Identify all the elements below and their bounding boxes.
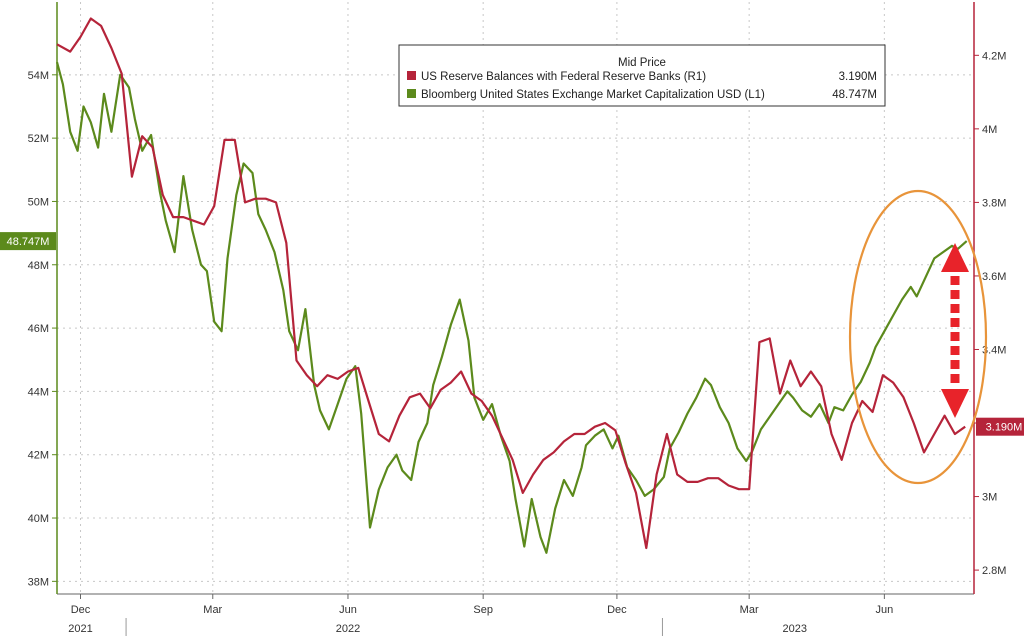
right-axis-tick-label: 4.2M — [982, 50, 1006, 62]
left-axis-tick-label: 52M — [28, 133, 49, 145]
legend-title: Mid Price — [618, 57, 666, 69]
legend-frame — [398, 44, 886, 107]
left-axis: 38M 40M 42M 44M 46M 48M 50M 52M 54M — [28, 2, 58, 594]
right-axis-tick-label: 2.8M — [982, 565, 1006, 577]
last-value-tags: 48.747M 3.190M — [0, 232, 1024, 436]
last-value-tag-market-cap-group: 48.747M — [0, 232, 56, 251]
left-axis-tick-label: 42M — [28, 450, 49, 462]
left-axis-tick-label: 44M — [28, 386, 49, 398]
highlight-ellipse — [848, 189, 988, 485]
last-value-tag-reserves-group: 3.190M — [976, 417, 1024, 436]
x-axis-year-label: 2023 — [782, 623, 806, 635]
series-layer — [55, 17, 968, 554]
right-axis-tick-label: 3M — [982, 492, 997, 504]
last-value-tag-reserves-bg — [976, 417, 1024, 436]
series-line-market-cap — [55, 61, 968, 554]
last-value-tag-market-cap-bg — [0, 232, 56, 251]
legend-swatch-market-cap — [407, 89, 416, 98]
right-axis-tick-label: 3.6M — [982, 271, 1006, 283]
x-axis: Dec Mar Jun Sep Dec Mar Jun 2021 2022 2023 — [57, 593, 974, 636]
x-axis-month-label: Jun — [875, 604, 893, 616]
x-axis-month-label: Jun — [339, 604, 357, 616]
legend-box: Mid Price US Reserve Balances with Feder… — [398, 44, 886, 107]
right-axis-tick-label: 3.8M — [982, 197, 1006, 209]
left-axis-tick-label: 38M — [28, 576, 49, 588]
left-axis-tick-label: 40M — [28, 513, 49, 525]
x-axis-year-label: 2021 — [68, 623, 92, 635]
x-axis-year-label: 2022 — [336, 623, 360, 635]
last-value-tag-reserves: 3.190M — [986, 422, 1023, 434]
legend-value-market-cap: 48.747M — [832, 89, 877, 101]
x-axis-month-label: Dec — [607, 604, 627, 616]
left-axis-tick-label: 54M — [28, 70, 49, 82]
left-axis-tick-label: 50M — [28, 196, 49, 208]
legend-value-reserves: 3.190M — [839, 71, 877, 83]
annotation-layer — [848, 189, 988, 485]
x-axis-month-label: Sep — [473, 604, 493, 616]
left-axis-tick-label: 46M — [28, 323, 49, 335]
legend-label-market-cap: Bloomberg United States Exchange Market … — [421, 89, 765, 101]
legend-label-reserves: US Reserve Balances with Federal Reserve… — [421, 71, 706, 83]
last-value-tag-market-cap: 48.747M — [7, 236, 50, 248]
x-axis-month-label: Mar — [203, 604, 222, 616]
arrow-down-head — [941, 389, 969, 418]
left-axis-tick-label: 48M — [28, 260, 49, 272]
arrow-up-head — [941, 243, 969, 272]
grid-lines — [57, 2, 974, 594]
right-axis: 2.8M 3M 3.4M 3.6M 3.8M 4M 4.2M — [973, 2, 1006, 594]
series-line-reserves — [56, 17, 966, 550]
right-axis-tick-label: 3.4M — [982, 344, 1006, 356]
right-axis-tick-label: 4M — [982, 124, 997, 136]
legend-swatch-reserves — [407, 71, 416, 80]
x-axis-month-label: Dec — [71, 604, 91, 616]
x-axis-month-label: Mar — [740, 604, 759, 616]
